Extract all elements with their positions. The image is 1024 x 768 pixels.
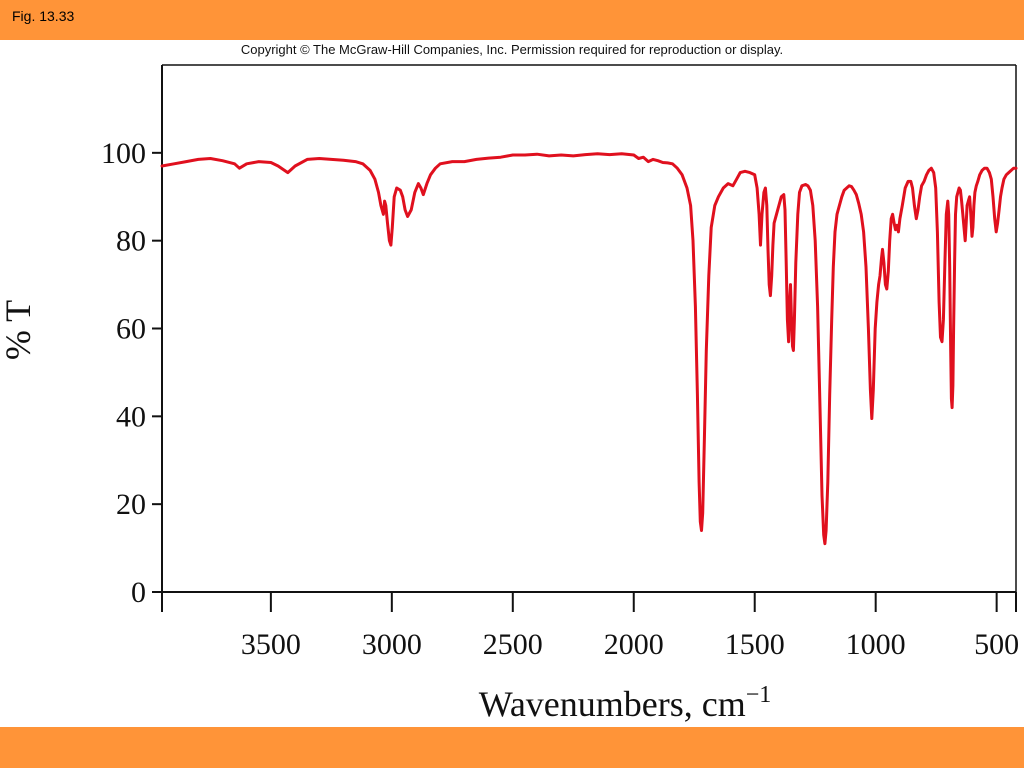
x-tick-label: 2500 xyxy=(483,628,543,661)
x-axis-title: Wavenumbers, cm−1 xyxy=(479,682,772,724)
x-axis-title-text: Wavenumbers, cm xyxy=(479,684,746,724)
x-tick-label: 500 xyxy=(974,628,1019,661)
y-tick-label: 80 xyxy=(116,225,146,258)
y-tick-label: 20 xyxy=(116,488,146,521)
spectrum-line xyxy=(160,152,1018,546)
y-axis: 0 20 40 60 80 100 xyxy=(101,137,162,609)
x-axis: 3500 3000 2500 2000 1500 1000 500 xyxy=(161,592,1019,661)
x-axis-title-superscript: −1 xyxy=(746,682,772,708)
y-tick-label: 60 xyxy=(116,313,146,346)
x-tick-label: 1000 xyxy=(846,628,906,661)
x-tick-label: 3000 xyxy=(362,628,422,661)
series-layer xyxy=(160,152,1018,546)
y-tick-label: 0 xyxy=(131,576,146,609)
copyright-notice: Copyright © The McGraw-Hill Companies, I… xyxy=(240,42,784,57)
header-bar xyxy=(0,0,1024,40)
y-tick-label: 100 xyxy=(101,137,146,170)
x-tick-label: 1500 xyxy=(725,628,785,661)
x-tick-label: 3500 xyxy=(241,628,301,661)
x-tick-label: 2000 xyxy=(604,628,664,661)
y-tick-label: 40 xyxy=(116,400,146,433)
figure-label: Fig. 13.33 xyxy=(12,8,75,24)
footer-bar xyxy=(0,727,1024,768)
y-axis-title: % T xyxy=(0,300,38,360)
plot-frame xyxy=(161,64,1017,593)
